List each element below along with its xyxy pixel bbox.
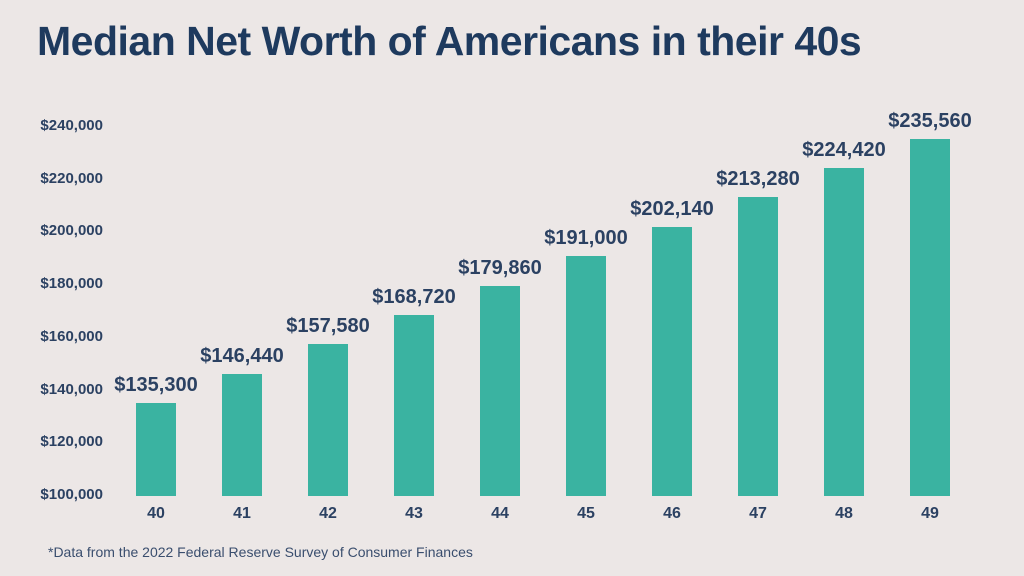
bar-value-label: $135,300 — [114, 373, 198, 396]
bar-value-label: $146,440 — [200, 344, 284, 367]
x-axis-category-label: 43 — [405, 505, 423, 522]
bar-value-label: $157,580 — [286, 315, 370, 338]
y-axis-tick-label: $160,000 — [40, 327, 103, 345]
bar — [652, 226, 692, 496]
y-axis-tick-label: $240,000 — [40, 117, 103, 134]
bar — [566, 256, 606, 496]
y-axis-tick-label: $200,000 — [40, 222, 103, 240]
y-axis-tick-label: $120,000 — [40, 433, 103, 451]
x-axis-category-label: 42 — [319, 505, 337, 522]
bar-value-label: $213,280 — [716, 168, 800, 191]
bar-value-label: $168,720 — [372, 285, 456, 308]
y-axis-tick-label: $140,000 — [40, 380, 103, 398]
chart-title: Median Net Worth of Americans in their 4… — [37, 18, 862, 64]
y-axis-tick-label: $220,000 — [40, 169, 103, 187]
x-axis-category-label: 44 — [491, 505, 509, 522]
bar-value-label: $235,560 — [888, 109, 972, 132]
bar-value-label: $224,420 — [802, 139, 886, 162]
y-axis-tick-label: $180,000 — [40, 275, 103, 293]
bar — [308, 344, 348, 496]
x-axis-category-label: 49 — [921, 505, 939, 522]
bar — [222, 373, 262, 496]
x-axis-category-label: 45 — [577, 505, 595, 522]
footnote: *Data from the 2022 Federal Reserve Surv… — [48, 544, 473, 560]
x-axis-category-label: 47 — [749, 505, 767, 522]
bar — [480, 285, 520, 496]
x-axis-category-label: 41 — [233, 505, 251, 522]
bar-value-label: $202,140 — [630, 197, 714, 220]
bar-value-label: $179,860 — [458, 256, 542, 279]
bar — [394, 314, 434, 496]
x-axis-category-label: 46 — [663, 505, 681, 522]
x-axis-category-label: 48 — [835, 505, 853, 522]
bar — [738, 197, 778, 496]
y-axis-tick-label: $100,000 — [40, 485, 103, 503]
bar — [824, 168, 864, 496]
bar — [136, 402, 176, 496]
bar — [910, 138, 950, 496]
x-axis-category-label: 40 — [147, 505, 165, 522]
bar-value-label: $191,000 — [544, 227, 628, 250]
